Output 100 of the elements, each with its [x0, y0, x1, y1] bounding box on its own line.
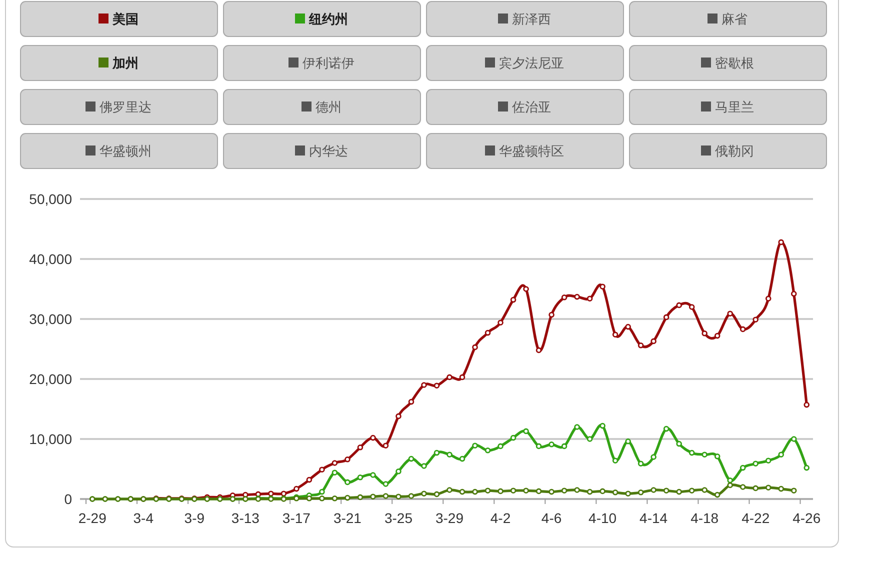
- point: [561, 488, 568, 494]
- legend-item: 新泽西: [426, 1, 624, 37]
- point: [727, 310, 733, 316]
- point: [510, 488, 516, 494]
- point: [688, 450, 695, 456]
- point: [472, 344, 478, 350]
- legend-item: 华盛顿特区: [426, 133, 624, 169]
- point: [446, 452, 452, 458]
- point: [382, 442, 389, 448]
- point: [357, 494, 364, 500]
- point: [688, 488, 695, 494]
- point: [612, 458, 618, 464]
- point: [434, 491, 440, 498]
- point: [332, 470, 338, 476]
- legend-label: 华盛顿特区: [499, 144, 564, 158]
- point: [638, 342, 644, 348]
- y-tick-label: 50,000: [29, 191, 72, 207]
- legend-item: 华盛顿州: [20, 133, 218, 169]
- point: [790, 436, 797, 442]
- point: [498, 443, 504, 450]
- legend-label: 加州: [112, 56, 138, 70]
- legend-label: 俄勒冈: [715, 144, 754, 158]
- point: [804, 402, 810, 408]
- x-tick-label: 3-25: [384, 510, 413, 526]
- legend-label: 佐治亚: [512, 100, 551, 114]
- point: [574, 487, 580, 493]
- point: [396, 494, 402, 500]
- point: [319, 496, 325, 502]
- x-tick-label: 3-17: [282, 510, 311, 526]
- point: [625, 438, 631, 444]
- y-tick-label: 40,000: [29, 251, 72, 267]
- point: [268, 490, 274, 496]
- point: [382, 481, 389, 487]
- legend-label: 德州: [316, 100, 342, 114]
- point: [344, 456, 350, 462]
- point: [600, 284, 606, 290]
- legend-item: 佐治亚: [426, 89, 624, 125]
- point: [740, 326, 746, 332]
- point: [612, 490, 618, 496]
- point: [765, 458, 772, 464]
- legend-item: 俄勒冈: [629, 133, 827, 169]
- point: [714, 492, 720, 498]
- y-tick-label: 10,000: [29, 431, 72, 447]
- point: [523, 488, 529, 494]
- point: [408, 493, 414, 499]
- y-tick-label: 0: [64, 491, 72, 507]
- legend-label: 密歇根: [715, 56, 754, 70]
- legend-item: 密歇根: [629, 45, 827, 81]
- point: [740, 464, 746, 471]
- legend-item: 内华达: [223, 133, 421, 169]
- point: [498, 320, 504, 326]
- point: [446, 487, 452, 493]
- point: [586, 488, 593, 495]
- x-tick-label: 4-18: [690, 510, 719, 526]
- point: [778, 486, 784, 492]
- point: [600, 488, 606, 494]
- point: [778, 452, 784, 458]
- point: [727, 482, 733, 488]
- legend-label: 美国: [112, 12, 138, 26]
- point: [484, 488, 491, 494]
- point: [396, 468, 402, 474]
- point: [472, 488, 478, 495]
- legend-label: 马里兰: [715, 100, 754, 114]
- point: [638, 490, 644, 496]
- point: [536, 488, 542, 494]
- point: [421, 463, 427, 469]
- y-tick-label: 30,000: [29, 311, 72, 327]
- point: [548, 442, 554, 448]
- point: [650, 487, 656, 493]
- point: [650, 454, 656, 460]
- point: [408, 398, 414, 405]
- x-tick-label: 4-2: [490, 510, 511, 526]
- legend-item: 美国: [20, 1, 218, 37]
- point: [676, 302, 682, 308]
- point: [536, 443, 542, 450]
- x-tick-label: 3-4: [133, 510, 154, 526]
- point: [638, 460, 644, 466]
- point: [663, 314, 670, 320]
- point: [421, 382, 427, 388]
- point: [370, 434, 376, 441]
- point: [536, 347, 542, 354]
- legend-item: 麻省: [629, 1, 827, 37]
- x-tick-label: 4-6: [541, 510, 562, 526]
- point: [688, 304, 695, 310]
- point: [586, 296, 593, 302]
- point: [727, 478, 733, 484]
- point: [434, 450, 440, 456]
- legend-item: 佛罗里达: [20, 89, 218, 125]
- legend-item: 马里兰: [629, 89, 827, 125]
- legend-label: 宾夕法尼亚: [499, 56, 564, 70]
- point: [714, 332, 720, 339]
- legend-item: 加州: [20, 45, 218, 81]
- point: [778, 239, 784, 246]
- point: [459, 488, 466, 495]
- legend-label: 新泽西: [512, 12, 551, 26]
- point: [625, 324, 631, 330]
- point: [714, 454, 720, 460]
- point: [306, 476, 312, 483]
- point: [702, 487, 708, 493]
- point: [561, 443, 568, 450]
